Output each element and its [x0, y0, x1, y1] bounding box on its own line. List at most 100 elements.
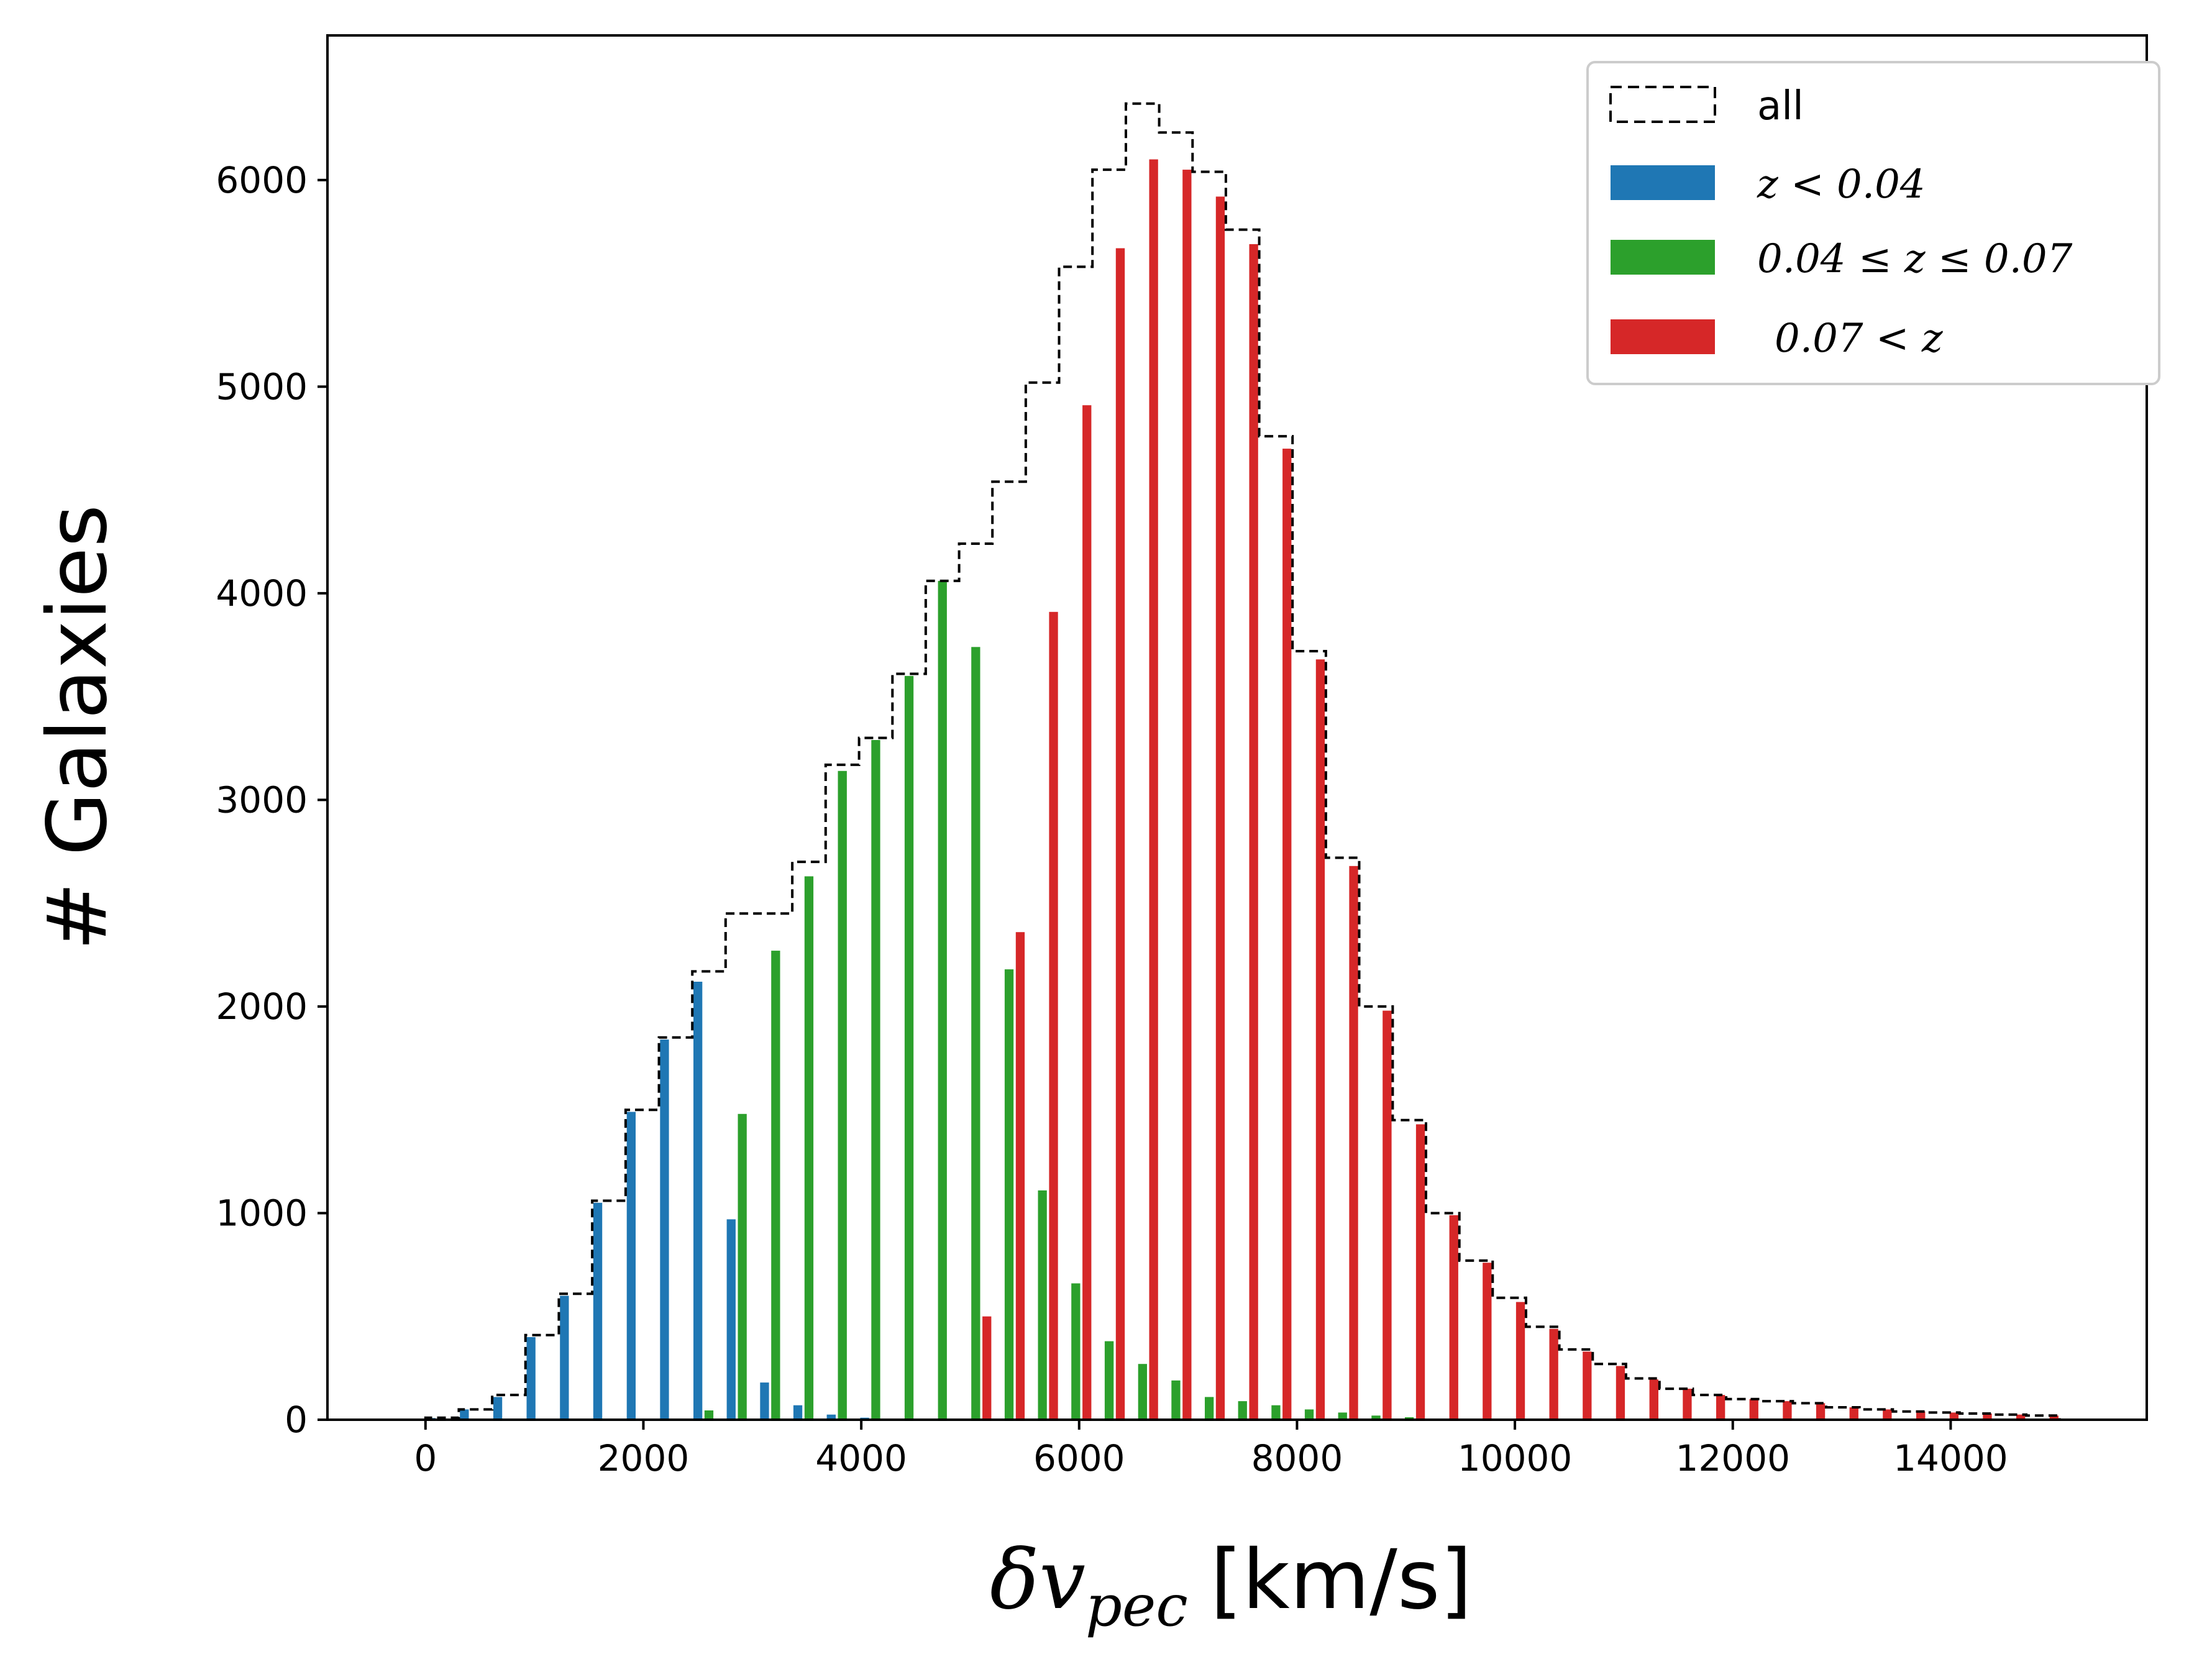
bar-mid-16 — [971, 647, 980, 1420]
ticks-layer: 0 2000 4000 6000 8000 10000 12000 14000 0 1000 200… — [216, 159, 2008, 1479]
bar-high-20 — [1115, 248, 1125, 1420]
x-tick-label-6000: 6000 — [1033, 1437, 1125, 1479]
bar-high-41 — [1816, 1403, 1826, 1420]
bar-mid-14 — [904, 675, 914, 1420]
y-axis-label: # Galaxies — [30, 505, 126, 951]
plot-frame — [326, 34, 2148, 1421]
bar-high-35 — [1616, 1366, 1625, 1420]
bar-high-43 — [1883, 1409, 1892, 1420]
bar-high-40 — [1783, 1401, 1792, 1420]
bar-mid-10 — [771, 951, 780, 1420]
bar-high-33 — [1549, 1328, 1558, 1420]
bar-mid-9 — [738, 1113, 747, 1420]
legend-swatch-low — [1611, 165, 1715, 200]
bar-high-32 — [1515, 1302, 1525, 1420]
x-axis-label-subscript: pec — [1085, 1573, 1188, 1639]
bar-mid-19 — [1071, 1283, 1081, 1420]
y-tick-label-2000: 2000 — [216, 985, 308, 1028]
bar-high-16 — [982, 1316, 992, 1420]
bar-high-25 — [1282, 449, 1292, 1420]
y-tick-label-1000: 1000 — [216, 1192, 308, 1234]
bar-high-39 — [1749, 1399, 1758, 1420]
bar-high-34 — [1583, 1351, 1592, 1420]
legend-box — [1586, 61, 2160, 385]
bar-low-9 — [726, 1219, 736, 1420]
bar-mid-12 — [838, 770, 847, 1420]
bar-high-18 — [1049, 611, 1058, 1420]
legend-swatch-all — [1609, 86, 1716, 123]
legend-label-mid: 0.04 ≤ z ≤ 0.07 — [1757, 236, 2073, 282]
x-tick-label-2000: 2000 — [598, 1437, 690, 1479]
bar-mid-8 — [704, 1410, 714, 1420]
bar-high-37 — [1683, 1389, 1692, 1420]
x-tick-label-4000: 4000 — [815, 1437, 907, 1479]
x-tick-label-14000: 14000 — [1893, 1437, 2008, 1479]
bar-mid-22 — [1171, 1380, 1181, 1420]
bar-high-31 — [1483, 1263, 1492, 1420]
legend-label-low: z < 0.04 — [1757, 162, 1926, 208]
bar-low-3 — [526, 1337, 536, 1420]
legend-label-high: 0.07 < z — [1775, 316, 1944, 362]
bar-mid-13 — [871, 740, 880, 1420]
bar-high-36 — [1649, 1379, 1658, 1420]
legend-swatch-mid — [1611, 240, 1715, 275]
bar-mid-18 — [1038, 1190, 1047, 1420]
bar-low-5 — [593, 1202, 603, 1420]
bar-low-10 — [760, 1382, 769, 1420]
bar-high-21 — [1149, 159, 1158, 1420]
bar-mid-26 — [1304, 1409, 1314, 1420]
bar-mid-17 — [1004, 969, 1014, 1420]
bar-high-44 — [1916, 1411, 1926, 1420]
y-tick-label-4000: 4000 — [216, 572, 308, 614]
bar-mid-20 — [1104, 1341, 1114, 1420]
y-tick-label-3000: 3000 — [216, 779, 308, 821]
bar-high-48 — [2049, 1415, 2059, 1420]
bar-high-45 — [1949, 1412, 1958, 1420]
bar-high-28 — [1382, 1010, 1392, 1420]
bar-high-24 — [1249, 244, 1258, 1420]
x-axis-label-unit: [km/s] — [1210, 1532, 1472, 1628]
x-tick-label-12000: 12000 — [1675, 1437, 1790, 1479]
bar-high-46 — [1983, 1414, 1992, 1420]
bar-mid-28 — [1371, 1415, 1381, 1420]
bar-mid-24 — [1238, 1401, 1247, 1420]
bar-mid-23 — [1205, 1397, 1214, 1420]
step-line-all — [424, 102, 2061, 1420]
bar-low-11 — [793, 1405, 803, 1420]
x-tick-label-10000: 10000 — [1458, 1437, 1573, 1479]
bar-high-27 — [1349, 866, 1358, 1420]
x-axis-label: δvpec [km/s] — [990, 1532, 1472, 1639]
bar-mid-25 — [1271, 1405, 1281, 1420]
bar-high-29 — [1415, 1124, 1425, 1420]
x-tick-label-8000: 8000 — [1251, 1437, 1343, 1479]
bar-high-38 — [1716, 1395, 1725, 1420]
bar-mid-21 — [1138, 1364, 1147, 1420]
legend-swatch-high — [1611, 319, 1715, 354]
bar-high-23 — [1215, 196, 1225, 1420]
all-step-layer — [424, 102, 2061, 1420]
bar-low-2 — [493, 1397, 503, 1420]
bars-layer — [426, 159, 2059, 1420]
bar-low-4 — [560, 1295, 569, 1420]
bar-low-1 — [460, 1409, 469, 1420]
bar-high-47 — [2016, 1414, 2026, 1420]
legend-label-all: all — [1757, 83, 1804, 129]
bar-mid-11 — [804, 876, 814, 1420]
x-axis-label-symbol: δv — [990, 1532, 1085, 1628]
y-tick-label-6000: 6000 — [216, 159, 308, 201]
bar-high-26 — [1315, 659, 1325, 1420]
bar-high-22 — [1182, 170, 1192, 1420]
bar-high-30 — [1449, 1215, 1458, 1420]
bar-mid-15 — [938, 580, 947, 1420]
y-tick-label-5000: 5000 — [216, 365, 308, 408]
legend: all z < 0.04 0.04 ≤ z ≤ 0.07 0.07 < z — [1586, 61, 2160, 385]
bar-high-42 — [1849, 1407, 1858, 1420]
y-tick-label-0: 0 — [285, 1399, 308, 1441]
bar-high-19 — [1082, 405, 1092, 1420]
bar-low-12 — [826, 1414, 836, 1420]
bar-low-7 — [660, 1039, 669, 1420]
bar-low-6 — [626, 1112, 636, 1420]
bar-low-8 — [693, 982, 703, 1420]
bar-mid-27 — [1338, 1412, 1347, 1420]
